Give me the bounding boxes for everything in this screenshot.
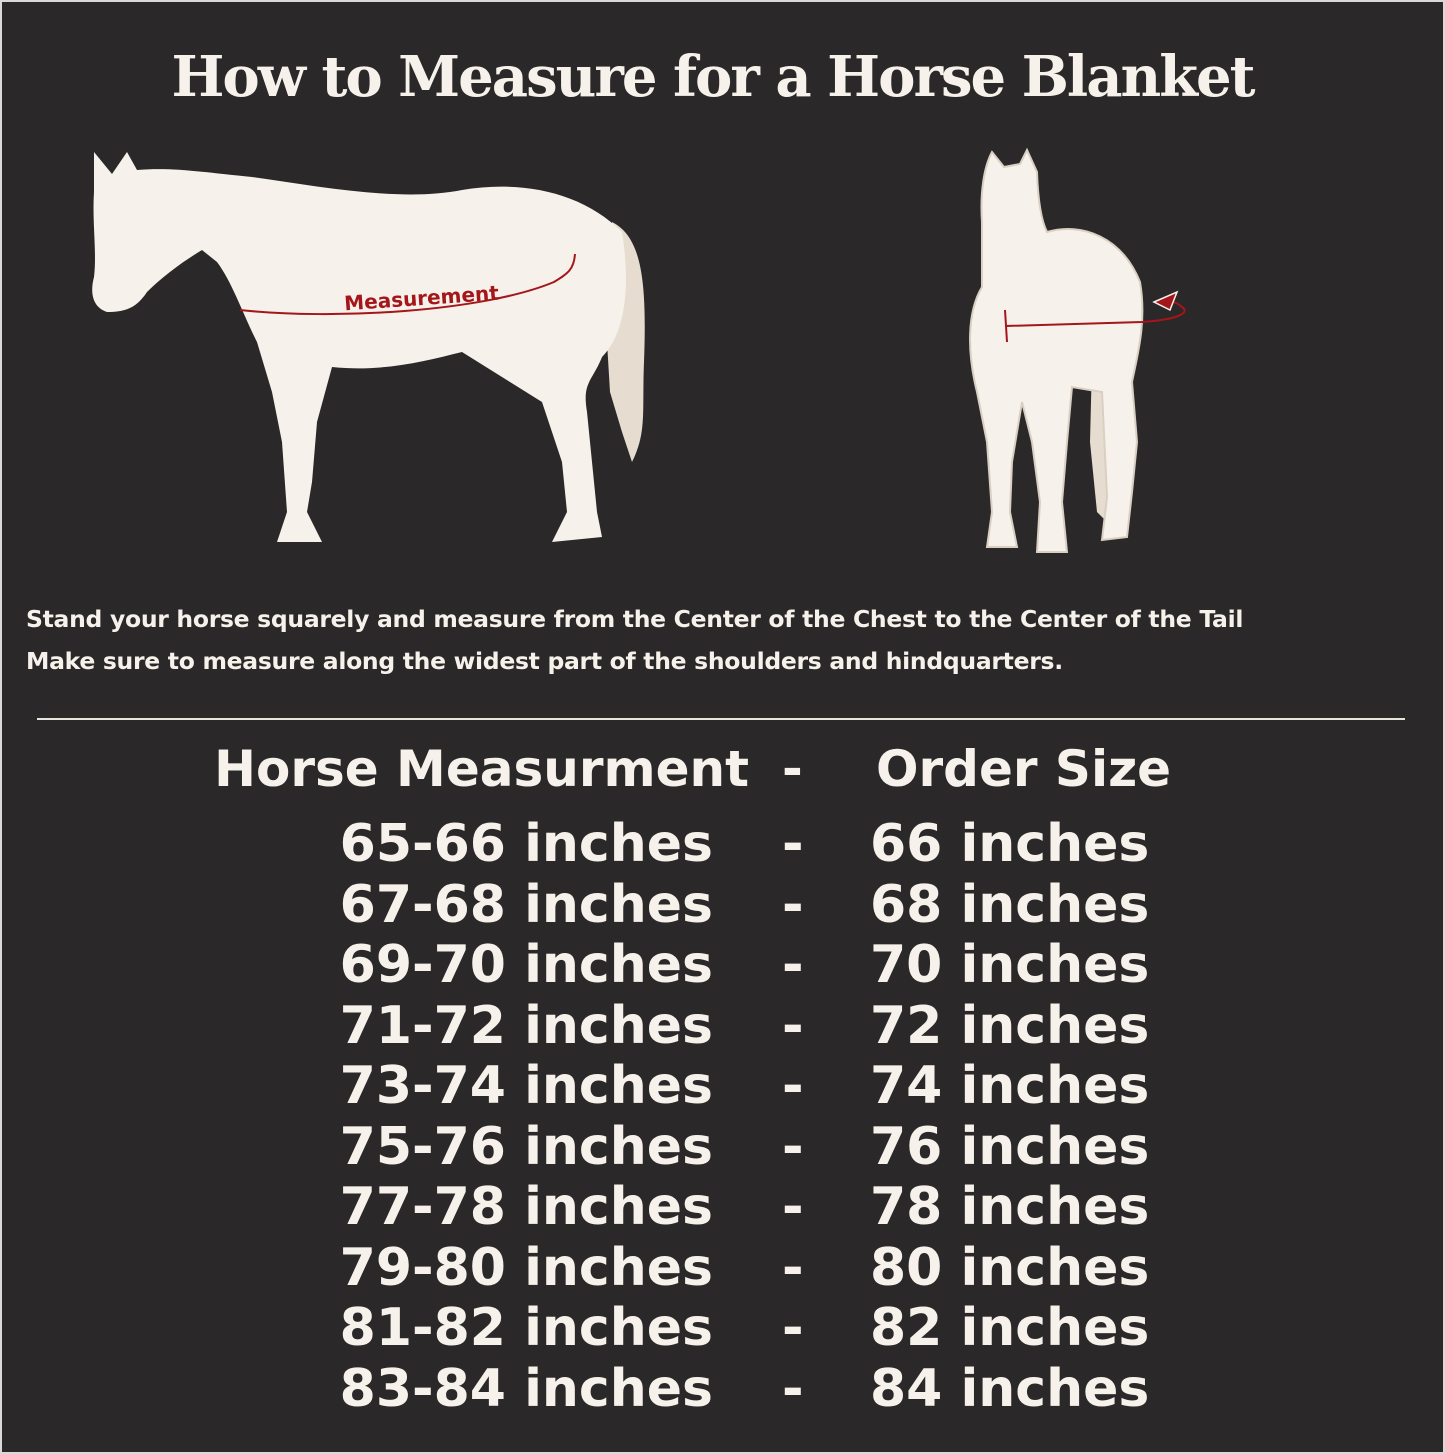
row-separator: - <box>782 874 804 935</box>
table-row: 65-66 inches - 66 inches <box>2 814 1443 874</box>
table-row: 81-82 inches - 82 inches <box>2 1298 1443 1358</box>
row-measurement: 67-68 inches <box>339 874 713 935</box>
row-separator: - <box>782 1116 804 1177</box>
measurement-line <box>239 253 576 316</box>
row-size: 80 inches <box>870 1237 1150 1298</box>
row-separator: - <box>782 814 804 874</box>
row-size: 78 inches <box>870 1177 1150 1237</box>
horse-side-silhouette <box>92 152 626 542</box>
row-measurement: 75-76 inches <box>339 1116 713 1177</box>
table-header: Horse Measurment - Order Size <box>2 740 1443 800</box>
row-measurement: 79-80 inches <box>339 1237 713 1298</box>
row-size: 68 inches <box>870 874 1150 935</box>
horse-front-silhouette <box>969 147 1144 553</box>
table-row: 75-76 inches - 76 inches <box>2 1117 1443 1177</box>
row-size: 76 inches <box>870 1116 1150 1177</box>
instruction-line: Make sure to measure along the widest pa… <box>26 647 1063 675</box>
table-row: 73-74 inches - 74 inches <box>2 1056 1443 1116</box>
row-separator: - <box>782 1056 804 1116</box>
row-separator: - <box>782 935 804 995</box>
header-separator: - <box>782 740 803 798</box>
table-row: 67-68 inches - 68 inches <box>2 875 1443 935</box>
row-separator: - <box>782 1177 804 1237</box>
table-row: 79-80 inches - 80 inches <box>2 1238 1443 1298</box>
row-size: 84 inches <box>870 1358 1150 1419</box>
page-title: How to Measure for a Horse Blanket <box>171 44 1256 110</box>
row-separator: - <box>782 1298 804 1358</box>
row-measurement: 71-72 inches <box>339 995 713 1056</box>
row-size: 74 inches <box>870 1056 1150 1116</box>
instructions: Stand your horse squarely and measure fr… <box>26 598 1243 682</box>
row-size: 72 inches <box>870 995 1150 1056</box>
divider <box>37 718 1405 720</box>
row-measurement: 83-84 inches <box>339 1358 713 1419</box>
table-row: 77-78 inches - 78 inches <box>2 1177 1443 1237</box>
row-measurement: 65-66 inches <box>339 814 713 874</box>
row-size: 66 inches <box>870 814 1150 874</box>
table-row: 69-70 inches - 70 inches <box>2 935 1443 995</box>
table-row: 83-84 inches - 84 inches <box>2 1359 1443 1419</box>
header-size: Order Size <box>876 740 1172 798</box>
horse-side-view-illustration: Measurement <box>92 152 645 542</box>
row-measurement: 69-70 inches <box>339 935 713 995</box>
horse-front-view-illustration <box>969 147 1186 553</box>
row-measurement: 81-82 inches <box>339 1298 713 1358</box>
row-separator: - <box>782 995 804 1056</box>
row-separator: - <box>782 1358 804 1419</box>
instruction-line: Stand your horse squarely and measure fr… <box>26 605 1244 633</box>
row-size: 82 inches <box>870 1298 1150 1358</box>
table-row: 71-72 inches - 72 inches <box>2 996 1443 1056</box>
header-measurement: Horse Measurment <box>214 740 749 798</box>
row-measurement: 73-74 inches <box>339 1056 713 1116</box>
row-measurement: 77-78 inches <box>339 1177 713 1237</box>
row-separator: - <box>782 1237 804 1298</box>
row-size: 70 inches <box>870 935 1150 995</box>
arrow-head-icon <box>1152 290 1179 312</box>
